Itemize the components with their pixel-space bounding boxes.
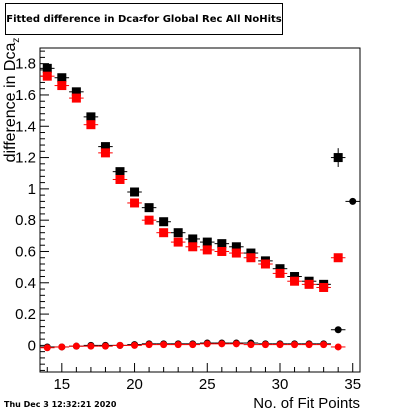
x-tick-label: 30 xyxy=(272,376,289,393)
chart-title-suffix: for Global Rec All NoHits xyxy=(143,13,282,25)
y-tick-label: 0.4 xyxy=(15,275,36,292)
data-point-square xyxy=(231,242,241,252)
data-point-square xyxy=(159,228,169,238)
y-tick-label: 1.2 xyxy=(15,150,36,167)
data-point-square xyxy=(130,187,140,197)
data-point-square xyxy=(188,234,198,244)
series-3 xyxy=(40,340,346,352)
data-point-circle xyxy=(116,341,124,349)
data-point-square xyxy=(290,272,300,282)
data-point-circle xyxy=(189,341,197,349)
data-point-square xyxy=(144,215,154,225)
plot-frame xyxy=(39,47,361,373)
x-tick-label: 25 xyxy=(199,376,216,393)
data-point-circle xyxy=(232,340,240,348)
data-point-circle xyxy=(58,343,66,351)
y-tick-label: 0.8 xyxy=(15,212,36,229)
series-1 xyxy=(40,71,346,292)
data-point-square xyxy=(71,93,81,103)
data-point-circle xyxy=(305,341,313,349)
data-point-square xyxy=(188,242,198,252)
data-point-square xyxy=(231,248,241,258)
data-marks xyxy=(40,63,360,352)
data-point-circle xyxy=(87,342,95,350)
series-0 xyxy=(40,63,346,289)
chart-title: Fitted difference in Dca z for Global Rec… xyxy=(5,3,283,35)
x-axis-label: No. of Fit Points xyxy=(253,395,360,412)
data-point-square xyxy=(290,276,300,286)
data-point-square xyxy=(42,63,52,73)
data-point-circle xyxy=(145,341,153,349)
data-point-square xyxy=(100,142,110,152)
x-tick-label: 35 xyxy=(344,376,361,393)
footer-timestamp: Thu Dec 3 12:32:21 2020 xyxy=(4,400,117,409)
y-tick-label: 1 xyxy=(28,181,36,198)
y-tick-label: 1.6 xyxy=(15,87,36,104)
data-point-circle xyxy=(218,340,226,348)
data-point-square xyxy=(57,73,67,83)
data-point-circle xyxy=(101,342,109,350)
data-point-square xyxy=(173,237,183,247)
data-point-square xyxy=(159,217,169,227)
y-tick-label: 0.2 xyxy=(15,306,36,323)
y-tick-label: 1.4 xyxy=(15,118,36,135)
data-point-square xyxy=(260,259,270,269)
data-point-circle xyxy=(72,342,80,350)
y-tick-label: 0 xyxy=(28,337,36,354)
data-point-square xyxy=(86,112,96,122)
data-point-circle xyxy=(334,326,342,334)
data-point-circle xyxy=(203,340,211,348)
data-point-circle xyxy=(291,341,299,349)
y-tick-label: 1.8 xyxy=(15,56,36,73)
y-axis-label-text: difference in Dca xyxy=(2,42,19,163)
data-point-square xyxy=(319,282,329,292)
data-point-circle xyxy=(160,341,168,349)
data-point-square xyxy=(71,87,81,97)
data-point-square xyxy=(144,203,154,213)
data-point-square xyxy=(304,279,314,289)
data-point-square xyxy=(57,81,67,91)
series-2 xyxy=(40,197,360,351)
data-point-circle xyxy=(261,341,269,349)
data-point-circle xyxy=(320,341,328,349)
data-point-square xyxy=(42,71,52,81)
data-point-square xyxy=(202,237,212,247)
data-point-square xyxy=(275,264,285,274)
x-tick-label: 15 xyxy=(53,376,70,393)
y-axis-label-subscript: z xyxy=(11,37,23,43)
data-point-square xyxy=(217,246,227,256)
y-tick-label: 0.6 xyxy=(15,243,36,260)
data-point-square xyxy=(115,174,125,184)
chart-title-subscript: z xyxy=(138,15,144,23)
data-point-square xyxy=(275,268,285,278)
data-point-square xyxy=(246,248,256,258)
data-point-square xyxy=(217,239,227,249)
data-point-circle xyxy=(247,341,255,349)
data-point-square xyxy=(86,120,96,130)
data-point-circle xyxy=(334,343,342,351)
data-point-square xyxy=(202,245,212,255)
data-point-square xyxy=(115,167,125,177)
data-point-square xyxy=(333,253,343,263)
data-point-circle xyxy=(131,341,139,349)
data-point-square xyxy=(173,228,183,238)
axes: 15 20 25 30 35 0 0.2 0.4 0.6 0.8 1 1.2 1.4 1.6 1.8 xyxy=(15,47,361,393)
data-point-circle xyxy=(43,344,51,352)
data-point-square xyxy=(130,198,140,208)
data-point-circle xyxy=(174,341,182,349)
x-tick-label: 20 xyxy=(126,376,143,393)
y-axis-label: difference in Dcaz xyxy=(2,20,22,180)
data-point-square xyxy=(246,253,256,263)
data-point-circle xyxy=(349,197,357,205)
data-point-square xyxy=(100,148,110,158)
data-point-circle xyxy=(276,341,284,349)
chart-title-prefix: Fitted difference in Dca xyxy=(6,13,139,25)
